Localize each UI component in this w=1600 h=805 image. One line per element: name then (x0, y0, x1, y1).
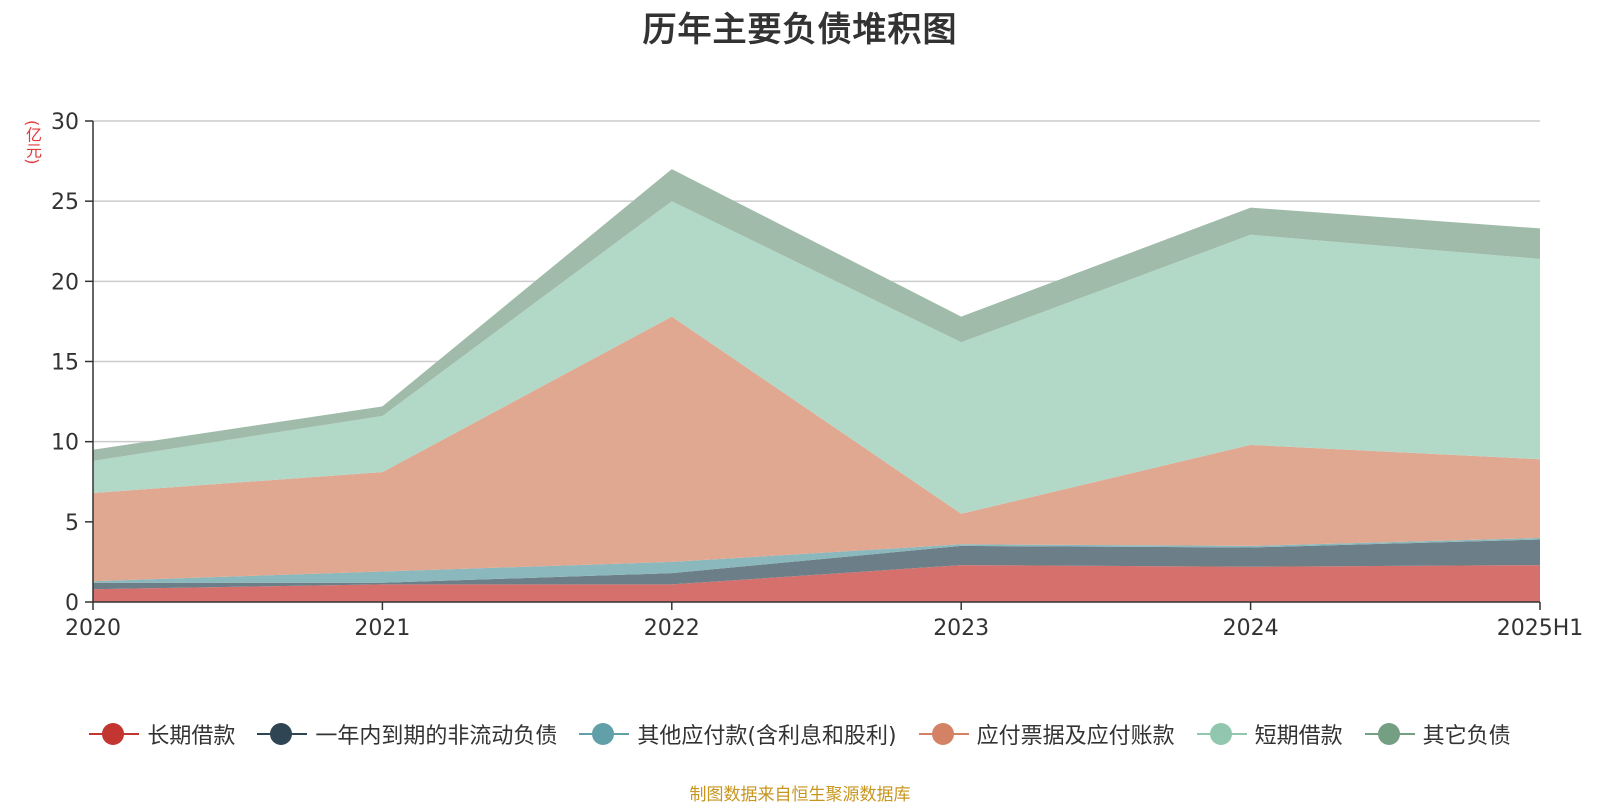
legend-label: 应付票据及应付账款 (976, 724, 1175, 749)
legend-marker-icon (257, 722, 308, 746)
legend-dot (931, 723, 954, 745)
stacked-areas (93, 169, 1540, 602)
y-tick-label: 20 (51, 270, 79, 295)
y-tick-label: 10 (51, 431, 79, 456)
legend-label: 其它负债 (1422, 724, 1511, 749)
x-tick-label: 2025H1 (1497, 616, 1584, 641)
legend-dot (1209, 723, 1232, 745)
legend-item[interactable]: 其他应付款(含利息和股利) (579, 718, 897, 750)
y-tick-label: 0 (65, 591, 79, 616)
chart-title: 历年主要负债堆积图 (642, 10, 958, 50)
area-series-4[interactable] (93, 201, 1540, 514)
legend-marker-icon (1364, 722, 1415, 746)
x-tick-label: 2023 (933, 616, 989, 641)
x-tick-label: 2021 (354, 616, 410, 641)
x-tick-label: 2024 (1223, 616, 1279, 641)
x-tick-label: 2020 (65, 616, 121, 641)
y-tick-label: 30 (51, 110, 79, 135)
legend-item[interactable]: 其它负债 (1364, 718, 1511, 750)
area-series-3[interactable] (93, 316, 1540, 582)
legend-dot (1377, 723, 1400, 745)
y-tick-label: 5 (65, 511, 79, 536)
y-axis-ticks: 0 5 10 15 20 25 30 (51, 110, 93, 616)
legend-item[interactable]: 一年内到期的非流动负债 (257, 718, 557, 750)
x-tick-label: 2022 (644, 616, 700, 641)
y-axis-unit-label: (亿元) (23, 120, 42, 165)
chart-plot: 0 5 10 15 20 25 30 2020 2021 2022 2023 2024 2025H1 (51, 110, 1583, 641)
legend-marker-icon (1196, 722, 1247, 746)
legend-label: 长期借款 (147, 724, 236, 749)
y-tick-label: 25 (51, 190, 79, 215)
area-series-5[interactable] (93, 169, 1540, 461)
legend-label: 一年内到期的非流动负债 (315, 724, 558, 749)
legend-dot (102, 723, 125, 745)
legend-marker-icon (89, 722, 140, 746)
area-series-1[interactable] (93, 539, 1540, 590)
legend-item[interactable]: 短期借款 (1196, 718, 1343, 750)
x-axis-ticks: 2020 2021 2022 2023 2024 2025H1 (65, 602, 1583, 641)
legend-dot (592, 723, 615, 745)
legend-marker-icon (579, 722, 630, 746)
area-series-2[interactable] (93, 537, 1540, 583)
legend-marker-icon (918, 722, 969, 746)
y-tick-label: 15 (51, 351, 79, 376)
legend-item[interactable]: 长期借款 (89, 718, 235, 750)
legend-dot (270, 723, 293, 745)
legend-item[interactable]: 应付票据及应付账款 (918, 718, 1175, 750)
legend: 长期借款 一年内到期的非流动负债 其他应付款(含利息和股利) 应付票据及应付账款 短期借… (0, 718, 1600, 750)
legend-label: 短期借款 (1254, 724, 1343, 749)
source-note: 制图数据来自恒生聚源数据库 (689, 785, 911, 805)
area-series-0[interactable] (93, 565, 1540, 602)
legend-label: 其他应付款(含利息和股利) (637, 724, 897, 749)
